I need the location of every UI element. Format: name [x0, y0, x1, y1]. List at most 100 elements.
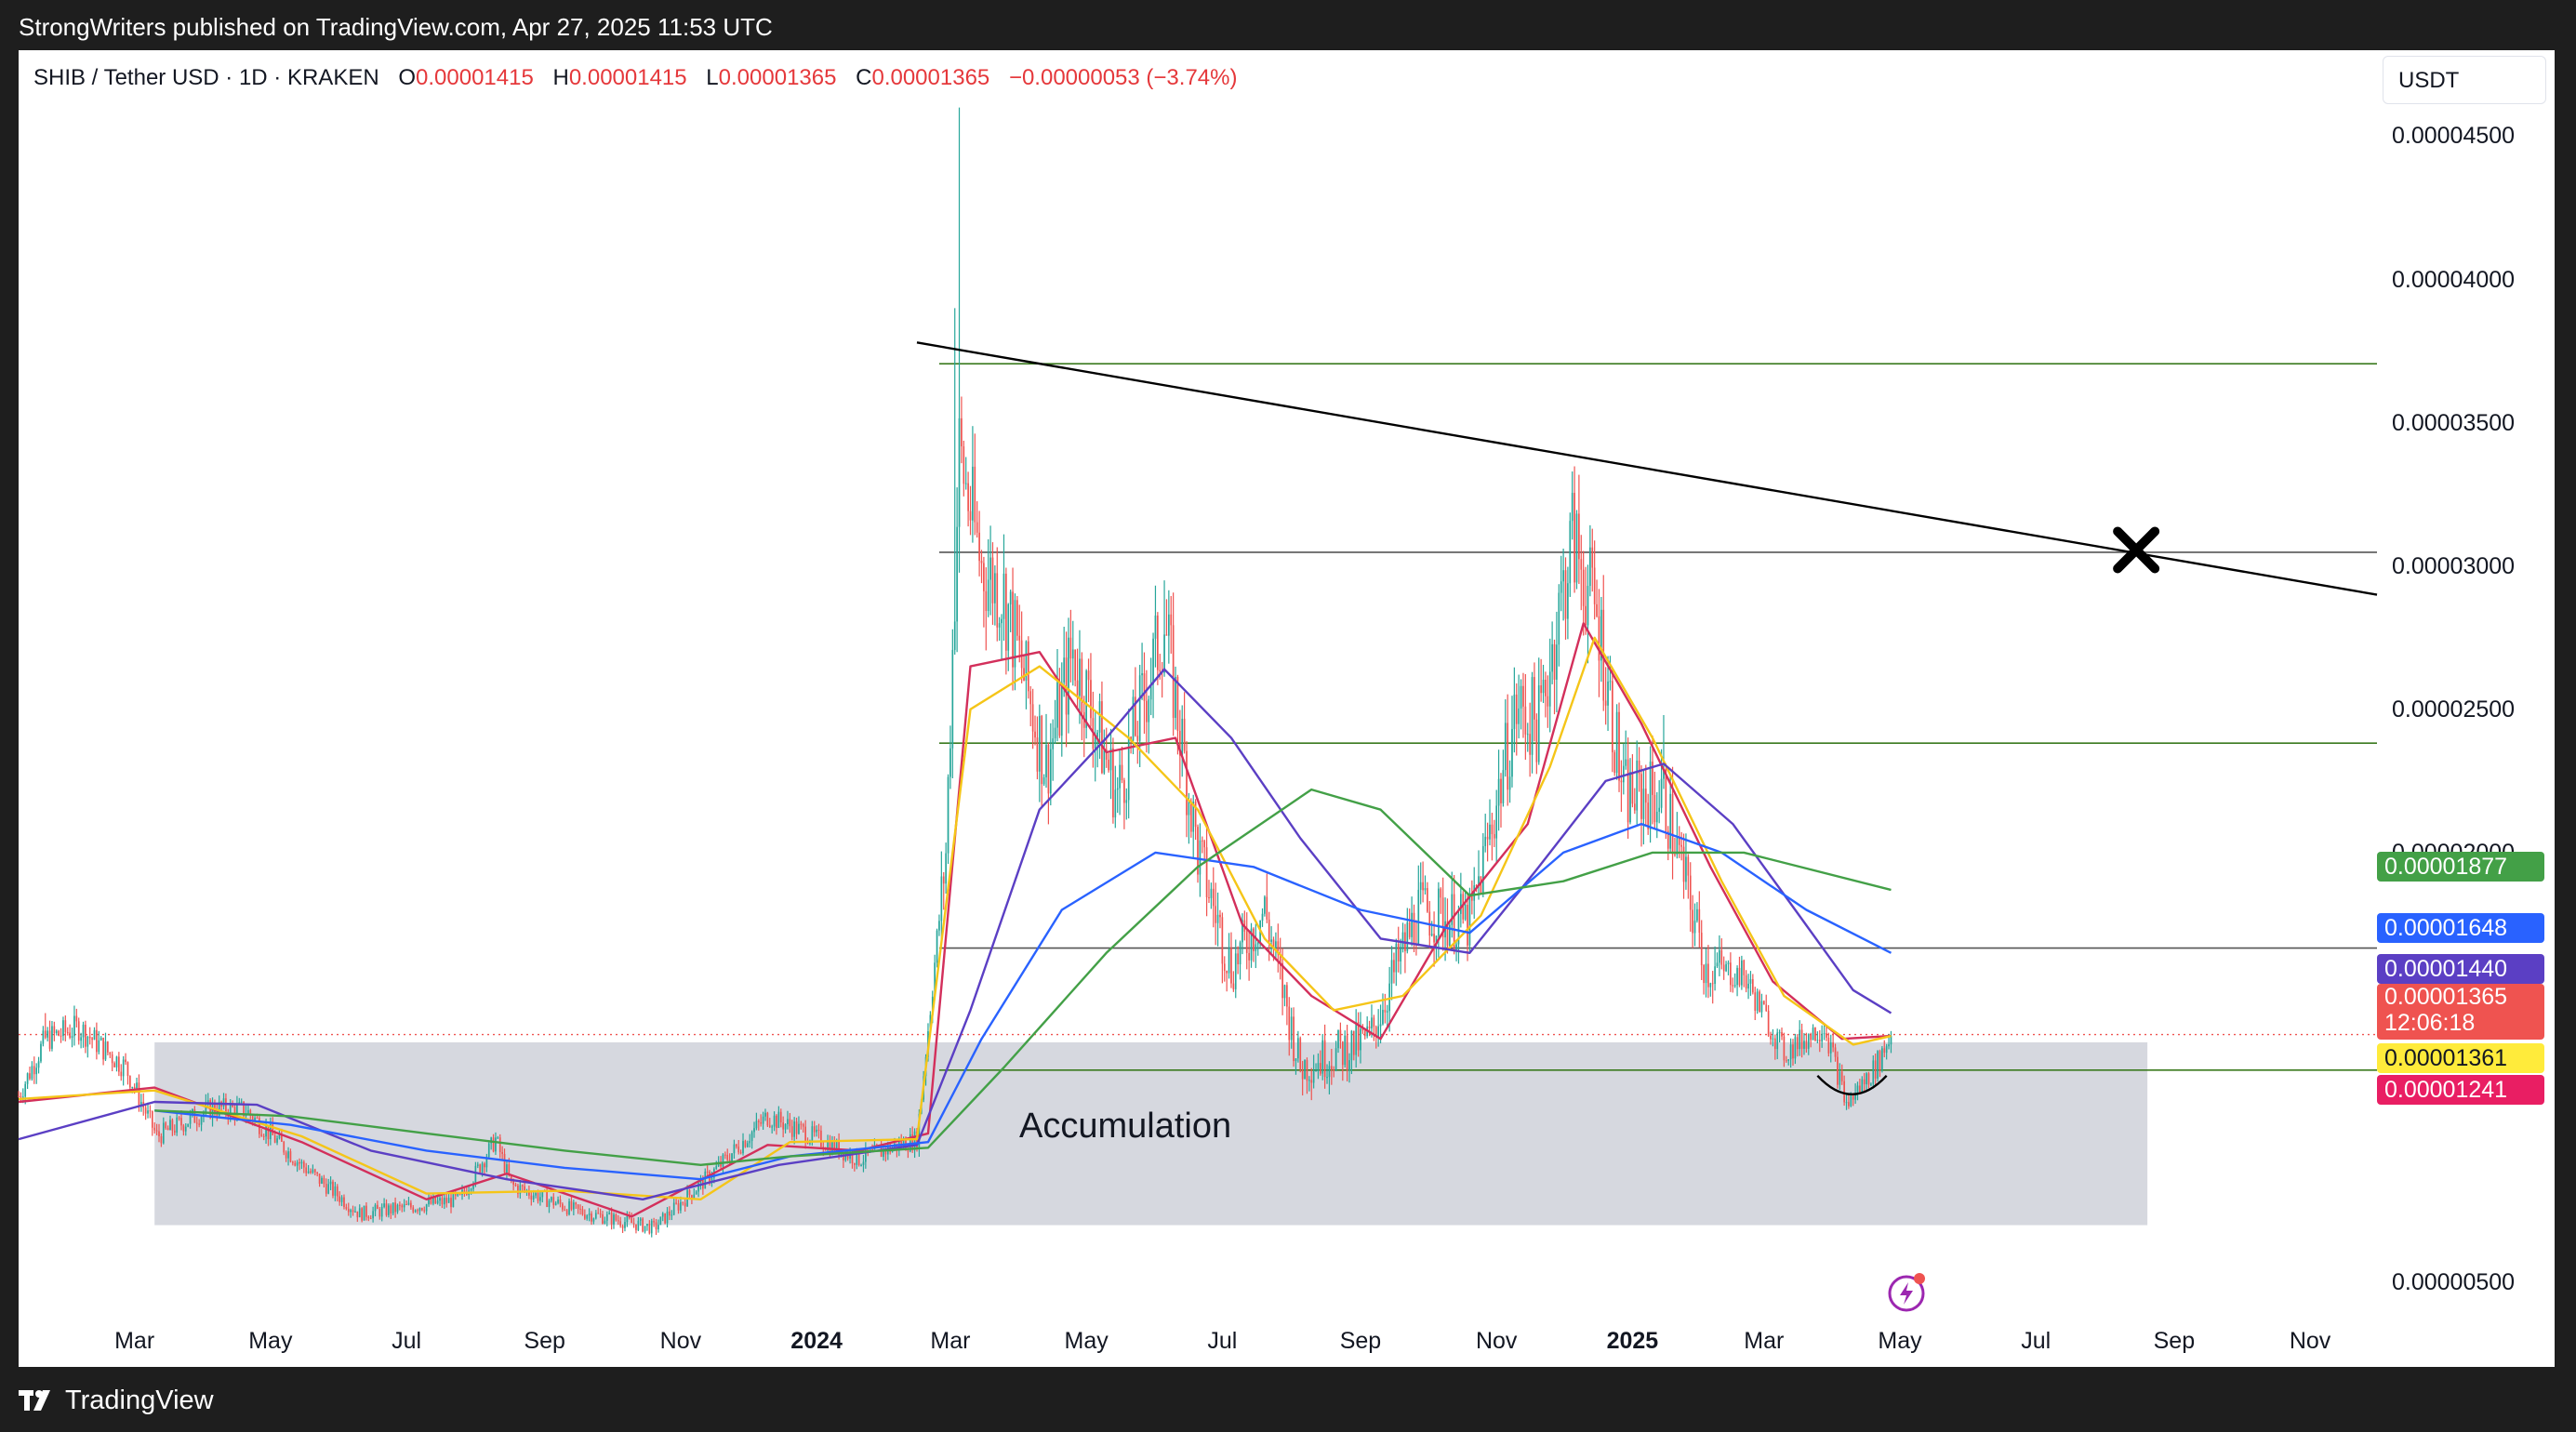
candle-body [211, 1102, 214, 1119]
candle-body [1221, 917, 1224, 964]
candle-body [1264, 896, 1266, 914]
candle-body [96, 1029, 98, 1053]
candle-body [1627, 759, 1629, 823]
candle-body [985, 590, 988, 612]
candle-body [1537, 685, 1540, 762]
candle-body [764, 1112, 766, 1117]
candle-body [323, 1177, 325, 1185]
candle-body [1346, 1035, 1348, 1071]
candle-body [1826, 1033, 1827, 1038]
time-tick-label: 2024 [790, 1328, 843, 1354]
bottom-curve-marker[interactable] [1816, 1075, 1888, 1096]
candle-body [1047, 744, 1050, 794]
candle-body [1384, 1010, 1387, 1013]
candle-body [75, 1015, 78, 1022]
moving-average-line[interactable] [154, 788, 1892, 1167]
candle-body [1689, 875, 1692, 910]
candle-body [749, 1141, 751, 1144]
candle-body [1558, 592, 1560, 645]
candle-body [1319, 1063, 1321, 1074]
candle-body [565, 1210, 568, 1215]
candle-body [816, 1129, 817, 1133]
candle-body [1589, 547, 1591, 587]
candle-body [113, 1063, 115, 1067]
candle-body [1547, 696, 1549, 707]
candle-body [1693, 921, 1696, 934]
candle-body [1308, 1080, 1310, 1081]
moving-average-line[interactable] [18, 622, 1892, 1218]
candle-body [1005, 573, 1007, 651]
candle-body [144, 1107, 147, 1114]
candle-body [604, 1220, 606, 1224]
candle-body [1522, 685, 1524, 707]
candle-body [1413, 912, 1415, 944]
candle-body [1747, 983, 1749, 989]
candle-body [1312, 1071, 1315, 1083]
candle-body [18, 1095, 20, 1097]
candle-body [735, 1144, 737, 1147]
candle-body [1807, 1034, 1810, 1049]
currency-selector[interactable]: USDT [2383, 56, 2546, 104]
candle-body [1377, 1026, 1379, 1037]
candle-body [883, 1148, 884, 1158]
moving-average-line[interactable] [18, 668, 1892, 1201]
candle-body [347, 1209, 350, 1213]
candle-body [1480, 876, 1482, 895]
candle-body [1279, 954, 1281, 963]
candle-body [265, 1126, 267, 1137]
candle-body [454, 1192, 457, 1196]
candle-body [1760, 1001, 1763, 1013]
candle-body [232, 1104, 233, 1107]
candle-body [512, 1180, 514, 1185]
tradingview-logo[interactable]: TradingView [19, 1382, 214, 1419]
candle-body [147, 1110, 149, 1114]
candle-body [532, 1195, 535, 1200]
candle-body [1821, 1033, 1823, 1041]
candle-body [166, 1128, 169, 1131]
candle-body [1172, 625, 1175, 718]
candle-body [1874, 1060, 1877, 1079]
candle-body [637, 1220, 640, 1230]
candle-body [619, 1221, 622, 1226]
cross-marker-icon[interactable] [2113, 526, 2160, 574]
candle-body [498, 1137, 501, 1152]
candle-body [1163, 634, 1165, 673]
candle-body [501, 1151, 503, 1154]
candle-body [1607, 681, 1609, 706]
candle-body [1653, 794, 1656, 823]
moving-average-line[interactable] [154, 822, 1892, 1181]
lightning-icon[interactable] [1886, 1270, 1929, 1313]
candle-body [987, 579, 989, 612]
candle-body [1393, 960, 1395, 973]
open-label: O [398, 65, 417, 90]
candle-body [608, 1213, 611, 1214]
candle-body [557, 1200, 559, 1203]
candle-body [225, 1098, 227, 1113]
candle-body [1881, 1048, 1883, 1070]
accumulation-zone[interactable] [154, 1041, 2148, 1226]
candle-body [383, 1203, 385, 1207]
candle-body [1754, 992, 1757, 1011]
candle-body [267, 1126, 270, 1140]
symbol-label[interactable]: SHIB / Tether USD · 1D · KRAKEN [33, 65, 379, 90]
candle-body [800, 1123, 803, 1125]
resistance-trendline[interactable] [916, 341, 2378, 596]
candle-body [1304, 1060, 1306, 1080]
candle-body [289, 1151, 292, 1162]
candle-body [583, 1214, 586, 1219]
candle-body [974, 466, 976, 523]
candle-body [539, 1197, 541, 1201]
candle-body [358, 1208, 361, 1218]
candle-body [1545, 680, 1547, 696]
candle-body [1526, 734, 1529, 736]
candle-body [1738, 967, 1741, 986]
tradingview-logo-icon [19, 1390, 50, 1411]
candle-body [577, 1204, 579, 1209]
candle-body [1772, 1038, 1774, 1040]
candle-body [125, 1059, 126, 1063]
candle-body [487, 1143, 490, 1158]
moving-average-line[interactable] [18, 636, 1892, 1201]
candle-body [535, 1192, 537, 1196]
candle-body [1071, 649, 1074, 659]
